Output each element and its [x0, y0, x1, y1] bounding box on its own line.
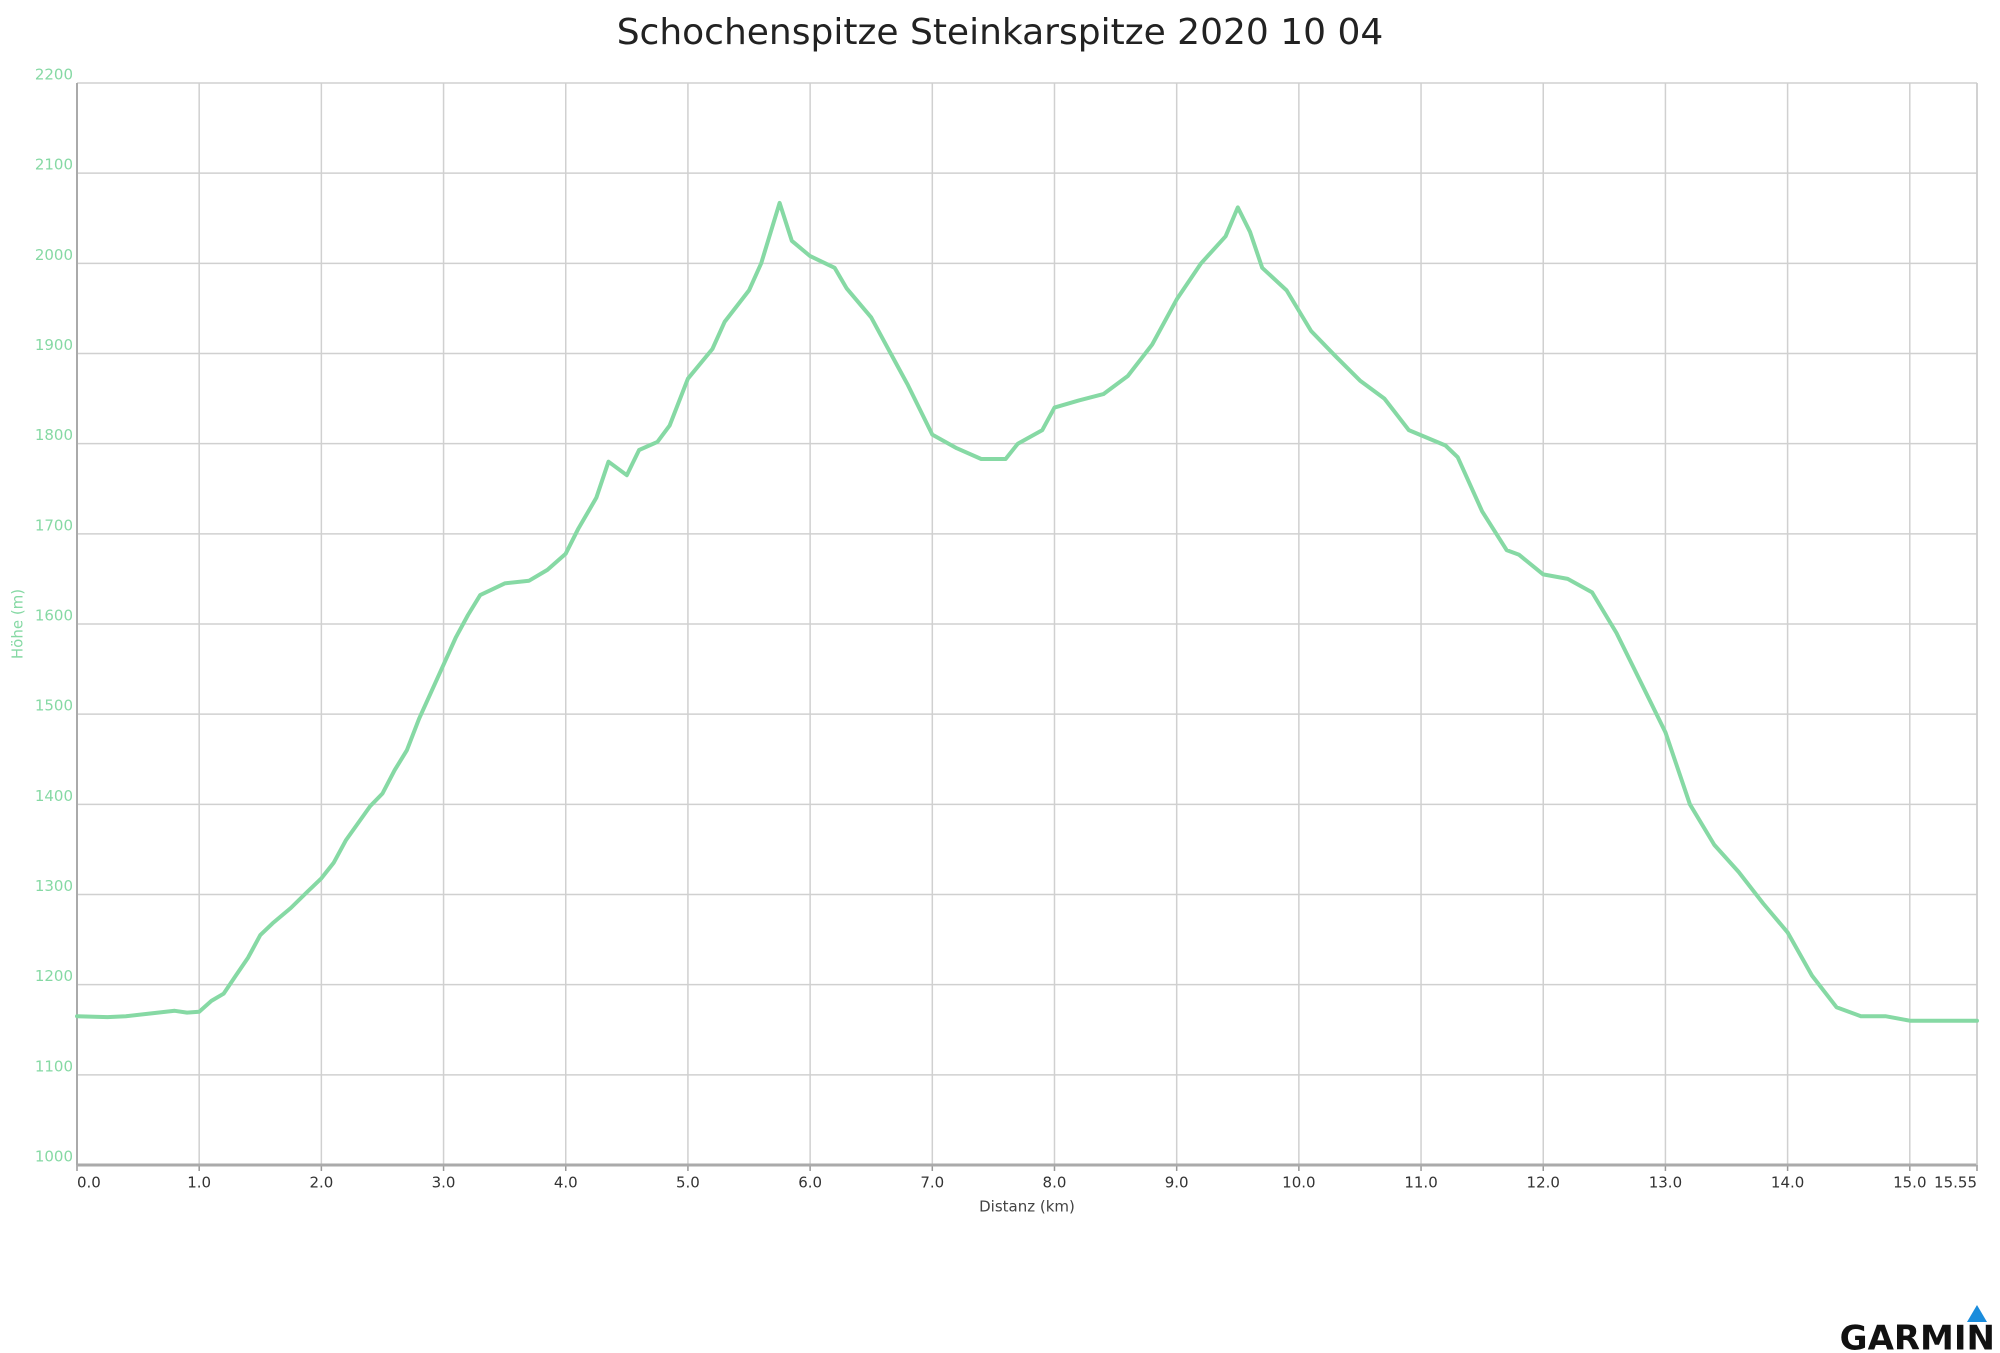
y-tick-label: 2200 — [35, 66, 73, 84]
elevation-line — [75, 200, 1979, 1023]
logo: GARMIN — [1840, 1319, 1995, 1353]
x-tick-label: 12.0 — [1527, 1174, 1560, 1192]
x-tick-label: 15.0 — [1893, 1174, 1926, 1192]
x-tick-label: 13.0 — [1649, 1174, 1682, 1192]
y-tick-label: 2100 — [35, 156, 73, 174]
x-tick-label: 7.0 — [920, 1174, 944, 1192]
y-axis-label: Höhe (m) — [9, 589, 27, 659]
y-tick-label: 1300 — [35, 877, 73, 895]
y-tick-label: 1000 — [35, 1148, 73, 1166]
x-tick-label: 8.0 — [1043, 1174, 1067, 1192]
x-tick-label: 14.0 — [1771, 1174, 1804, 1192]
y-tick-label: 1400 — [35, 787, 73, 805]
x-tick-label: 15.55 — [1934, 1174, 1977, 1192]
y-tick-label: 1200 — [35, 967, 73, 985]
y-tick-label: 1700 — [35, 516, 73, 534]
y-tick-label: 2000 — [35, 246, 73, 264]
y-tick-label: 1100 — [35, 1057, 73, 1075]
x-tick-label: 6.0 — [798, 1174, 822, 1192]
chart-title: Schochenspitze Steinkarspitze 2020 10 04 — [617, 12, 1384, 53]
x-tick-label: 1.0 — [187, 1174, 211, 1192]
y-tick-label: 1900 — [35, 336, 73, 354]
x-axis-label: Distanz (km) — [979, 1198, 1075, 1216]
x-tick-label: 2.0 — [309, 1174, 333, 1192]
x-tick-label: 10.0 — [1282, 1174, 1315, 1192]
x-tick-label: 5.0 — [676, 1174, 700, 1192]
x-tick-label: 0.0 — [77, 1174, 101, 1192]
x-tick-label: 4.0 — [554, 1174, 578, 1192]
y-tick-label: 1500 — [35, 697, 73, 715]
x-tick-label: 9.0 — [1165, 1174, 1189, 1192]
y-tick-label: 1600 — [35, 607, 73, 625]
x-tick-label: 3.0 — [432, 1174, 456, 1192]
logo-triangle — [1967, 1305, 1987, 1322]
x-tick-label: 11.0 — [1404, 1174, 1437, 1192]
y-tick-label: 1800 — [35, 426, 73, 444]
